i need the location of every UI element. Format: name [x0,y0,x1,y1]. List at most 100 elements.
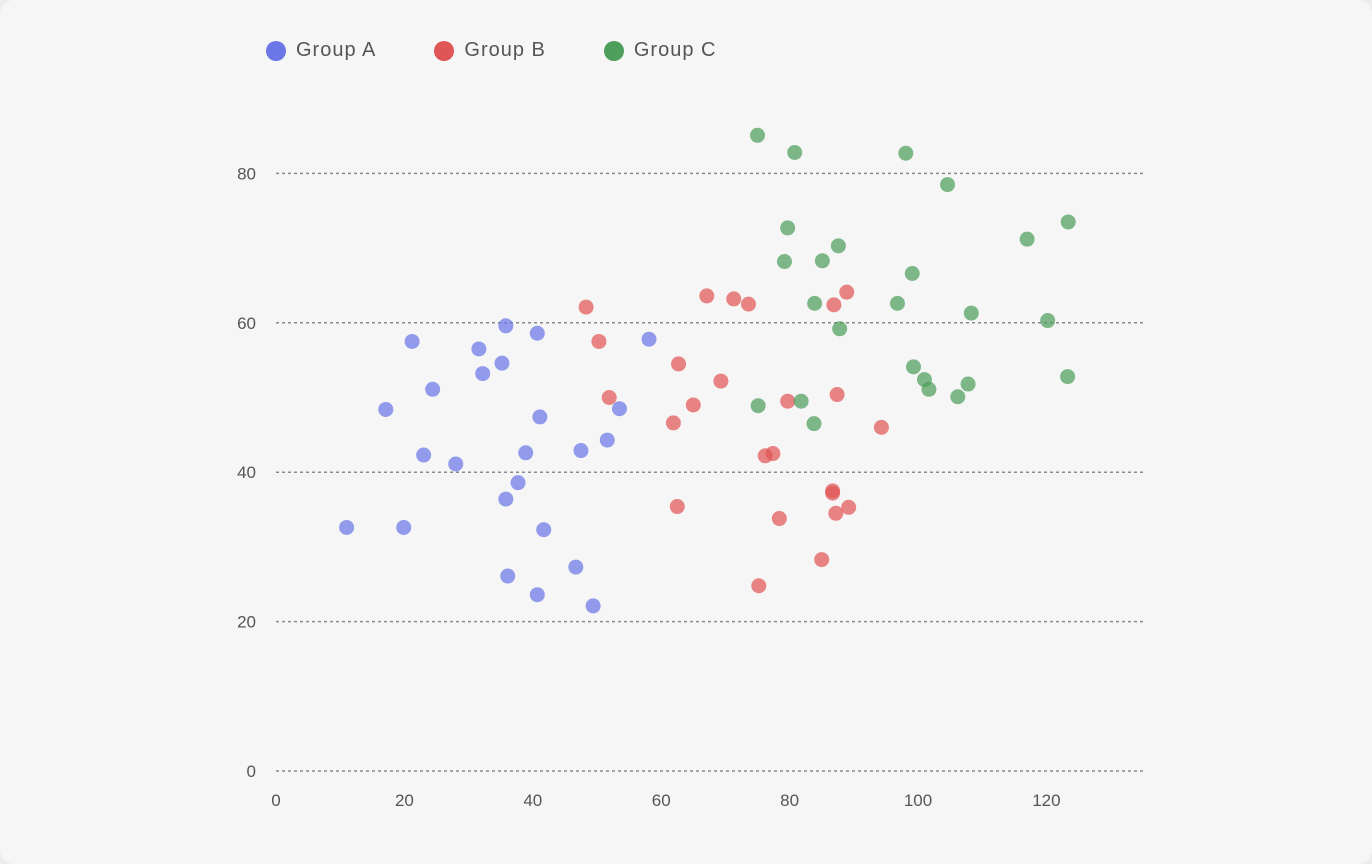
data-point-group-a-9[interactable] [494,355,510,371]
x-tick-label-100: 100 [904,791,932,810]
legend: Group A Group B Group C [266,39,774,62]
data-point-group-b-18[interactable] [825,485,841,501]
data-point-group-b-21[interactable] [829,387,845,403]
legend-label-group-a: Group A [296,39,377,61]
data-point-group-c-14[interactable] [906,359,922,375]
series-group-a [339,318,657,614]
series-group-c [750,127,1076,432]
data-point-group-a-11[interactable] [498,491,514,507]
data-point-group-b-20[interactable] [828,505,844,521]
data-point-group-a-2[interactable] [396,519,412,535]
y-tick-label-20: 20 [237,613,256,632]
data-point-group-c-13[interactable] [904,265,920,281]
data-point-group-b-13[interactable] [765,446,781,462]
data-point-group-a-1[interactable] [378,401,394,417]
y-tick-label-0: 0 [247,762,256,781]
legend-swatch-group-a [266,40,286,61]
data-point-group-c-12[interactable] [898,145,914,161]
data-point-group-a-24[interactable] [641,331,657,347]
legend-item-group-a[interactable]: Group A [266,39,376,62]
data-point-group-a-14[interactable] [518,445,534,461]
data-point-group-c-1[interactable] [750,398,766,414]
data-point-group-a-6[interactable] [448,456,464,472]
data-point-group-c-17[interactable] [940,177,956,193]
y-tick-label-40: 40 [237,463,256,482]
data-point-group-a-4[interactable] [416,447,432,463]
x-tick-label-120: 120 [1032,791,1060,810]
legend-label-group-b: Group B [464,39,546,61]
x-tick-label-60: 60 [652,791,671,810]
legend-item-group-c[interactable]: Group C [603,39,717,62]
y-tick-label-60: 60 [237,314,256,333]
legend-item-group-b[interactable]: Group B [434,39,545,62]
data-point-group-a-8[interactable] [475,366,491,382]
data-point-group-c-16[interactable] [921,381,937,397]
data-point-group-b-16[interactable] [814,552,830,568]
data-point-group-c-10[interactable] [832,321,848,337]
data-point-group-a-17[interactable] [532,409,548,425]
data-point-group-b-9[interactable] [726,291,742,307]
data-point-group-b-2[interactable] [601,390,617,405]
data-point-group-a-21[interactable] [585,598,601,614]
grid-layer [276,172,1144,772]
series-group-b [578,284,889,594]
data-point-group-b-5[interactable] [671,356,687,372]
data-point-group-c-11[interactable] [889,295,905,311]
data-point-group-c-6[interactable] [806,416,822,432]
data-point-group-a-15[interactable] [529,325,545,341]
data-point-group-b-6[interactable] [685,397,701,413]
data-point-group-a-12[interactable] [500,568,516,584]
data-point-group-b-23[interactable] [841,499,857,515]
data-point-group-b-0[interactable] [578,299,594,315]
data-point-group-c-3[interactable] [780,220,796,236]
legend-swatch-group-b [434,40,455,61]
data-point-group-c-7[interactable] [807,295,823,311]
data-point-group-c-4[interactable] [787,144,803,160]
data-point-group-a-19[interactable] [568,559,584,575]
data-point-group-c-23[interactable] [1060,369,1076,385]
x-tick-label-0: 0 [271,791,280,810]
legend-swatch-group-c [603,40,624,61]
data-point-group-a-22[interactable] [599,432,615,448]
data-point-group-a-23[interactable] [611,401,627,417]
data-point-group-b-14[interactable] [771,511,787,527]
data-point-group-b-8[interactable] [713,373,729,389]
data-point-group-c-24[interactable] [1060,214,1076,230]
data-point-group-b-24[interactable] [873,419,889,435]
data-point-group-c-0[interactable] [750,127,765,143]
data-point-group-a-18[interactable] [536,522,552,538]
data-point-group-a-20[interactable] [573,443,589,459]
data-point-group-a-0[interactable] [339,519,355,535]
data-point-group-c-19[interactable] [960,376,976,392]
data-point-group-c-2[interactable] [776,254,792,270]
data-point-group-b-1[interactable] [591,333,607,349]
data-point-group-b-11[interactable] [751,578,767,594]
data-point-group-b-4[interactable] [669,499,685,515]
data-point-group-c-9[interactable] [830,238,846,254]
data-point-group-c-8[interactable] [814,253,830,269]
data-point-group-b-3[interactable] [665,415,681,431]
data-point-group-c-22[interactable] [1040,313,1056,329]
data-point-group-b-10[interactable] [741,296,757,312]
data-point-group-a-10[interactable] [498,318,514,334]
x-tick-label-20: 20 [395,791,414,810]
data-point-group-a-3[interactable] [404,333,420,349]
data-point-group-a-7[interactable] [471,341,487,357]
data-point-group-b-15[interactable] [780,393,796,409]
y-axis-ticks: 0 20 40 60 80 [237,164,256,781]
data-point-group-b-7[interactable] [699,288,715,304]
data-point-group-c-20[interactable] [963,305,979,321]
data-point-group-b-19[interactable] [826,297,842,313]
data-point-group-c-18[interactable] [950,389,966,405]
data-point-group-b-22[interactable] [839,284,855,300]
data-point-group-a-5[interactable] [425,381,441,397]
data-point-group-c-21[interactable] [1019,231,1035,247]
legend-label-group-c: Group C [633,39,717,61]
x-tick-label-80: 80 [780,791,799,810]
x-axis-ticks: 0 20 40 60 80 100 120 [271,791,1060,810]
data-point-group-a-13[interactable] [510,475,526,491]
data-point-group-a-16[interactable] [529,587,545,603]
data-point-group-c-5[interactable] [793,393,809,409]
